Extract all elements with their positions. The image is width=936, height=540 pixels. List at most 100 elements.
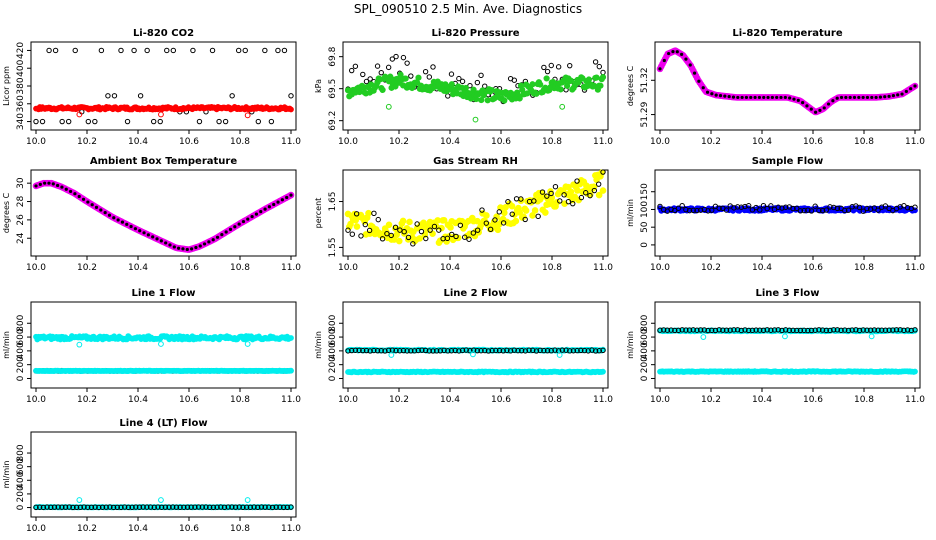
y-tick-label: 600 — [328, 328, 338, 345]
data-point — [406, 218, 413, 226]
data-point — [753, 204, 759, 211]
x-tick-label: 10.8 — [854, 395, 874, 405]
data-point — [133, 227, 138, 231]
y-tick-label: 24 — [16, 232, 26, 244]
y-tick-label: 600 — [16, 458, 26, 475]
y-axis-label: ml/min — [2, 331, 11, 359]
data-point — [518, 347, 525, 354]
data-point — [913, 84, 917, 88]
data-point — [202, 242, 207, 246]
data-point — [782, 327, 789, 333]
data-point — [567, 62, 573, 69]
series-green-outliers — [385, 103, 566, 123]
data-point — [794, 327, 800, 334]
data-point — [805, 207, 811, 213]
data-point — [591, 187, 598, 194]
data-point — [786, 327, 793, 334]
data-point — [509, 211, 515, 217]
x-tick-label: 10.2 — [701, 263, 721, 273]
data-point — [775, 204, 781, 210]
data-point — [453, 233, 459, 240]
data-point — [90, 203, 94, 207]
x-tick-label: 10.6 — [179, 137, 199, 147]
data-point — [431, 223, 438, 230]
data-point — [816, 207, 822, 214]
data-point — [76, 497, 83, 503]
data-point — [250, 214, 254, 219]
data-point — [675, 327, 682, 334]
data-point — [561, 192, 567, 198]
x-tick-label: 10.6 — [491, 137, 511, 147]
data-point — [348, 67, 355, 74]
series-cyan-outliers — [76, 497, 251, 503]
data-point — [181, 247, 185, 251]
panel-title: Gas Stream RH — [433, 156, 518, 167]
data-point — [262, 47, 268, 54]
x-tick-label: 10.2 — [701, 137, 721, 147]
data-point — [600, 368, 606, 375]
data-point — [244, 497, 251, 503]
data-point — [492, 217, 498, 223]
data-point — [668, 327, 674, 333]
data-point — [416, 235, 424, 242]
data-point — [65, 118, 72, 125]
y-tick-label: 200 — [16, 356, 26, 373]
data-point — [220, 233, 224, 237]
data-point — [723, 207, 730, 213]
plot-frame — [30, 169, 297, 257]
data-point — [790, 327, 796, 333]
data-point — [688, 63, 692, 67]
data-point — [779, 95, 783, 100]
data-point — [662, 58, 666, 63]
data-point — [470, 230, 477, 236]
data-point — [367, 348, 373, 354]
x-tick-label: 10.0 — [650, 395, 670, 405]
data-point — [404, 348, 410, 354]
x-tick-label: 10.4 — [128, 137, 148, 147]
data-point — [288, 367, 294, 374]
data-point — [537, 81, 544, 88]
data-point — [593, 74, 600, 81]
panel-5: Gas Stream RH percent 1.55 1.65 10.0 10.2 10.4… — [314, 156, 613, 273]
y-tick-label: 28 — [16, 196, 26, 208]
data-point — [99, 208, 103, 212]
x-tick-label: 10.8 — [854, 263, 874, 273]
plot-frame — [654, 41, 921, 131]
data-point — [564, 82, 571, 89]
data-point — [871, 327, 878, 333]
data-point — [890, 327, 896, 333]
data-point — [830, 327, 837, 333]
data-point — [818, 108, 822, 112]
data-point — [548, 62, 554, 69]
x-tick-label: 10.0 — [338, 137, 358, 147]
data-point — [275, 47, 281, 54]
data-point — [768, 327, 774, 333]
data-point — [567, 348, 573, 354]
x-tick-label: 10.8 — [230, 524, 250, 534]
data-point — [410, 241, 416, 247]
data-point — [597, 82, 604, 89]
data-point — [33, 118, 39, 125]
x-tick-label: 10.8 — [230, 395, 250, 405]
data-point — [738, 204, 745, 210]
data-point — [378, 348, 384, 354]
data-point — [723, 327, 730, 333]
x-tick-label: 10.2 — [389, 137, 409, 147]
x-tick-label: 10.0 — [26, 137, 46, 147]
data-point — [408, 73, 414, 79]
series-cyan — [33, 333, 294, 343]
data-point — [596, 63, 603, 70]
panel-3: Li-820 Temperature degrees C 51.29 51.32 10.… — [626, 28, 925, 147]
y-axis-label: kPa — [314, 79, 323, 93]
data-point — [740, 95, 744, 100]
data-point — [426, 348, 433, 354]
x-tick-label: 10.6 — [803, 137, 823, 147]
data-point — [81, 197, 86, 201]
data-point — [482, 347, 488, 354]
data-point — [592, 348, 599, 354]
data-point — [103, 211, 107, 215]
data-point — [522, 207, 530, 214]
data-point — [867, 327, 874, 333]
data-point — [745, 327, 752, 334]
data-point — [164, 47, 170, 54]
